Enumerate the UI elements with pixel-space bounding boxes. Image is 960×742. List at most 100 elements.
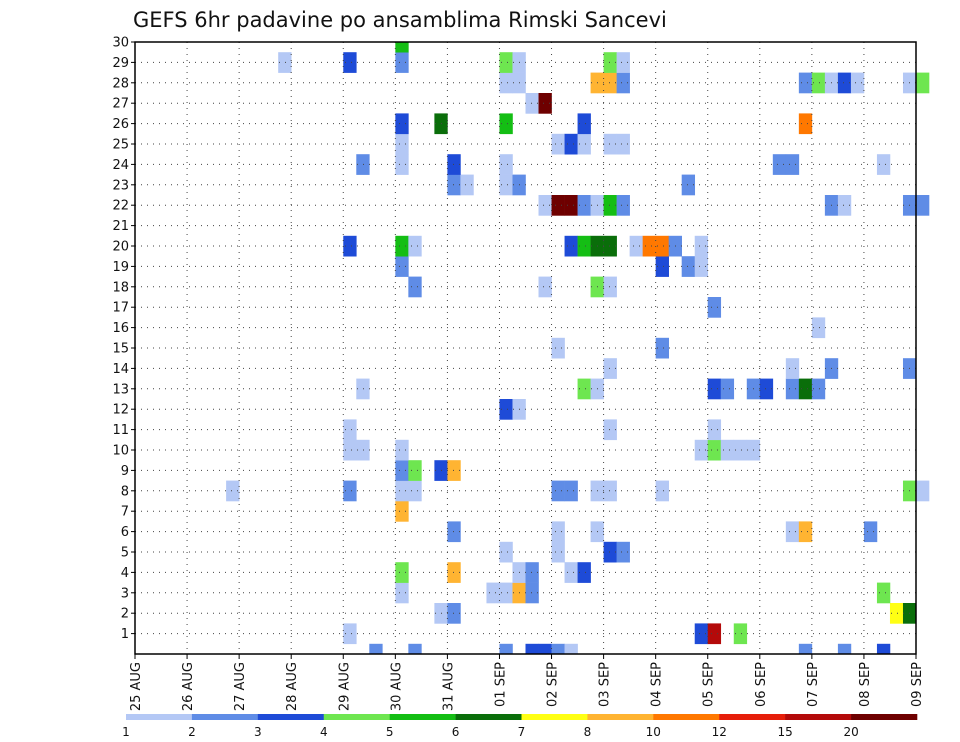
cell-7	[798, 643, 813, 655]
cell-141	[525, 93, 539, 114]
cell-84	[655, 337, 669, 359]
cell-78	[811, 378, 826, 400]
cell-9	[876, 643, 891, 655]
cell-31	[551, 541, 565, 563]
cell-60	[707, 439, 722, 461]
x-tick-label-15: 09 SEP	[910, 662, 925, 707]
cell-123	[356, 154, 370, 175]
cell-146	[603, 72, 617, 94]
y-tick-label-7: 7	[121, 505, 129, 520]
cell-113	[616, 195, 630, 216]
x-tick-label-4: 29 AUG	[337, 662, 352, 711]
x-tick-label-1: 26 AUG	[181, 662, 196, 711]
cell-40	[395, 501, 409, 522]
cell-52	[395, 460, 409, 481]
cell-19	[486, 582, 500, 604]
cell-128	[785, 154, 800, 175]
cell-20	[499, 582, 513, 604]
x-tick-label-14: 08 SEP	[858, 662, 873, 707]
y-tick-label-10: 10	[112, 444, 129, 459]
cell-160	[603, 52, 617, 73]
legend: 1 2 3 4 5 6 7 8 10 12 15 20	[122, 714, 918, 739]
cell-101	[603, 235, 617, 257]
y-tick-label-16: 16	[112, 321, 129, 336]
y-tick-label-28: 28	[112, 76, 129, 91]
grid-layer	[135, 41, 916, 654]
cell-56	[343, 439, 357, 461]
y-tick-label-14: 14	[112, 362, 129, 377]
cell-51	[916, 480, 930, 502]
cell-127	[772, 154, 787, 175]
cell-41	[226, 480, 240, 502]
cell-0	[369, 643, 383, 655]
cell-12	[707, 623, 722, 645]
x-tick-label-10: 04 SEP	[650, 662, 665, 707]
cell-142	[538, 93, 552, 114]
cell-139	[577, 113, 591, 135]
cell-154	[916, 72, 930, 94]
cell-133	[577, 133, 591, 155]
cell-65	[603, 419, 617, 441]
cell-119	[460, 174, 474, 196]
cell-87	[538, 276, 552, 298]
x-tick-label-2: 27 AUG	[233, 662, 248, 711]
cell-4	[538, 643, 552, 655]
cell-46	[564, 480, 578, 502]
y-tick-label-4: 4	[121, 566, 129, 581]
cell-152	[850, 72, 865, 94]
cell-45	[551, 480, 565, 502]
y-tick-label-2: 2	[121, 607, 129, 622]
cell-89	[603, 276, 617, 298]
cell-48	[603, 480, 617, 502]
legend-swatch-6	[521, 714, 588, 720]
y-tick-label-25: 25	[112, 138, 129, 153]
cell-59	[694, 439, 709, 461]
cell-55	[447, 460, 461, 481]
x-tick-label-3: 28 AUG	[285, 662, 300, 711]
legend-swatch-7	[587, 714, 654, 720]
cell-90	[408, 276, 422, 298]
y-tick-label-11: 11	[112, 423, 129, 438]
y-tick-label-6: 6	[121, 525, 129, 540]
cell-15	[447, 603, 461, 624]
cell-70	[577, 378, 591, 400]
cell-29	[577, 562, 591, 583]
cell-107	[538, 195, 552, 216]
cell-131	[551, 133, 565, 155]
cell-38	[798, 521, 813, 543]
cell-126	[499, 154, 513, 175]
cell-94	[694, 256, 709, 277]
cell-115	[837, 195, 852, 216]
legend-label-9: 12	[712, 725, 727, 739]
cell-136	[395, 113, 409, 135]
cell-80	[785, 358, 800, 379]
legend-label-10: 15	[778, 725, 793, 739]
y-tick-label-21: 21	[112, 219, 129, 234]
cell-83	[551, 337, 565, 359]
cell-148	[798, 72, 813, 94]
cell-62	[733, 439, 748, 461]
cells-layer	[226, 42, 930, 655]
cell-67	[499, 399, 513, 420]
x-tick-label-11: 05 SEP	[702, 662, 717, 707]
cell-16	[889, 603, 904, 624]
y-tick-label-23: 23	[112, 178, 129, 193]
legend-label-1: 2	[188, 725, 196, 739]
cell-58	[395, 439, 409, 461]
cell-135	[616, 133, 630, 155]
y-tick-label-18: 18	[112, 280, 129, 295]
legend-label-4: 5	[386, 725, 394, 739]
plot-frame	[134, 41, 917, 655]
cell-109	[564, 195, 578, 216]
y-tick-label-26: 26	[112, 117, 129, 132]
x-tick-label-7: 01 SEP	[494, 662, 509, 707]
cell-13	[733, 623, 748, 645]
cell-8	[837, 643, 852, 655]
y-tick-label-17: 17	[112, 301, 129, 316]
cell-11	[694, 623, 709, 645]
cell-110	[577, 195, 591, 216]
cell-28	[564, 562, 578, 583]
y-tick-label-19: 19	[112, 260, 129, 275]
cell-66	[707, 419, 722, 441]
